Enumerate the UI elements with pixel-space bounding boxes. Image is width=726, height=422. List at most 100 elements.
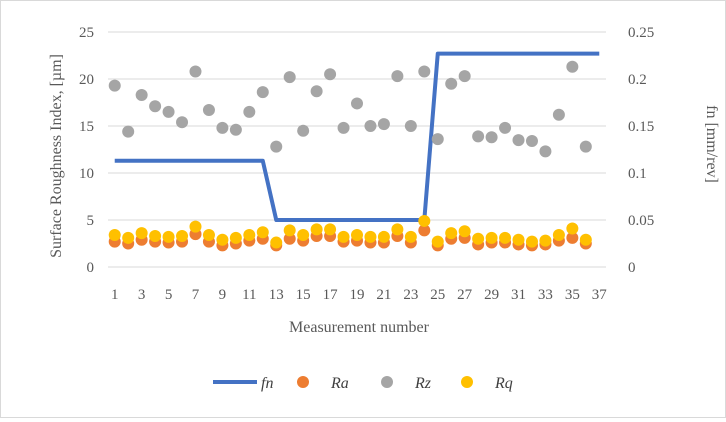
data-point-Rz bbox=[324, 68, 337, 81]
data-point-Ra bbox=[283, 232, 296, 245]
x-tick-label: 5 bbox=[165, 287, 173, 303]
y-tick-label: 0 bbox=[87, 260, 95, 276]
x-tick-label: 23 bbox=[403, 287, 418, 303]
legend-label-Rq: Rq bbox=[494, 375, 513, 392]
x-tick-label: 37 bbox=[592, 287, 608, 303]
x-tick-label: 7 bbox=[192, 287, 200, 303]
data-point-Rq bbox=[566, 222, 579, 235]
data-point-Rz bbox=[525, 135, 538, 148]
data-point-Rz bbox=[256, 86, 269, 99]
data-point-Rq bbox=[418, 214, 431, 227]
y2-tick-label: 0.2 bbox=[628, 72, 647, 88]
gridlines bbox=[108, 31, 606, 268]
x-tick-label: 3 bbox=[138, 287, 146, 303]
data-point-Rq bbox=[310, 223, 323, 236]
x-axis-ticks: 1 3 5 7 9 11 13 15 17 19 21 23 25 27 29 31 33 35 37 bbox=[111, 287, 607, 303]
y2-axis-title: fn [mm/rev] bbox=[703, 105, 720, 183]
data-point-Rq bbox=[122, 231, 135, 244]
data-point-Rz bbox=[485, 131, 498, 144]
data-point-Rq bbox=[499, 231, 512, 244]
data-point-Rz bbox=[364, 120, 377, 132]
data-point-Rq bbox=[256, 226, 269, 239]
y-tick-label: 15 bbox=[79, 119, 94, 135]
data-point-Rq bbox=[472, 232, 485, 245]
data-point-Rz bbox=[176, 116, 189, 129]
series-line-fn bbox=[114, 51, 600, 222]
data-point-Rz bbox=[270, 140, 283, 153]
data-point-Rz bbox=[472, 130, 485, 143]
data-point-Rz bbox=[216, 121, 229, 134]
data-point-Rq bbox=[552, 229, 565, 242]
data-point-Rq bbox=[404, 230, 417, 243]
data-point-Rz bbox=[391, 70, 404, 83]
data-point-Rq bbox=[377, 230, 390, 243]
data-point-Rz bbox=[283, 71, 296, 84]
data-point-Rq bbox=[337, 230, 350, 243]
y-axis-title: Surface Roughness Index, [µm] bbox=[48, 54, 65, 258]
data-point-Rq bbox=[202, 229, 215, 242]
legend-swatch-Rq bbox=[461, 376, 473, 388]
data-point-Rq bbox=[351, 229, 363, 242]
data-point-Rz bbox=[189, 65, 202, 78]
data-point-Rz bbox=[499, 121, 512, 134]
y2-tick-label: 0.05 bbox=[628, 213, 654, 229]
data-point-Rq bbox=[579, 233, 592, 246]
x-tick-label: 15 bbox=[296, 287, 311, 303]
data-point-Rq bbox=[270, 236, 283, 249]
data-point-Rq bbox=[458, 225, 471, 238]
data-point-Rq bbox=[229, 231, 242, 244]
plot-area bbox=[108, 51, 600, 252]
y-tick-label: 10 bbox=[79, 166, 94, 182]
data-point-Rq bbox=[149, 229, 162, 242]
y2-tick-label: 0.25 bbox=[628, 25, 654, 41]
legend-label-Rz: Rz bbox=[414, 375, 432, 392]
data-point-Rz bbox=[149, 100, 162, 113]
data-point-Rq bbox=[243, 229, 256, 242]
data-point-Rq bbox=[324, 223, 337, 236]
x-axis-title: Measurement number bbox=[289, 319, 430, 336]
data-point-Rz bbox=[162, 105, 175, 118]
data-point-Ra bbox=[566, 231, 579, 244]
y-tick-label: 5 bbox=[87, 213, 95, 229]
data-point-Rz bbox=[404, 120, 417, 132]
data-point-Rz bbox=[108, 79, 121, 92]
x-tick-label: 17 bbox=[323, 287, 339, 303]
legend-swatch-Ra bbox=[297, 376, 309, 388]
data-point-Rq bbox=[162, 230, 175, 243]
data-point-Rz bbox=[566, 60, 579, 73]
data-point-Rz bbox=[579, 140, 592, 153]
data-point-Rz bbox=[539, 145, 552, 158]
x-tick-label: 35 bbox=[565, 287, 580, 303]
data-point-Rq bbox=[216, 233, 229, 246]
x-tick-label: 21 bbox=[376, 287, 391, 303]
data-point-Rq bbox=[539, 234, 552, 247]
data-point-Rz bbox=[458, 70, 471, 83]
legend-label-Ra: Ra bbox=[330, 375, 349, 392]
legend-swatch-Rz bbox=[381, 376, 393, 388]
data-point-Rz bbox=[418, 65, 431, 78]
data-point-Rz bbox=[552, 108, 565, 121]
data-point-Rz bbox=[351, 97, 363, 110]
data-point-Rq bbox=[108, 229, 121, 242]
data-point-Rz bbox=[243, 105, 256, 118]
x-tick-label: 25 bbox=[430, 287, 445, 303]
y2-tick-label: 0.15 bbox=[628, 119, 654, 135]
data-point-Rq bbox=[176, 229, 189, 242]
x-tick-label: 1 bbox=[111, 287, 119, 303]
data-point-Rq bbox=[189, 220, 202, 233]
legend: fn Ra Rz Rq bbox=[213, 375, 513, 392]
x-tick-label: 9 bbox=[219, 287, 227, 303]
data-point-Rz bbox=[135, 88, 148, 101]
data-point-Rq bbox=[283, 224, 296, 237]
data-point-Rq bbox=[364, 230, 377, 243]
data-point-Rz bbox=[445, 77, 458, 90]
data-point-Rz bbox=[431, 133, 444, 146]
data-point-Rz bbox=[377, 118, 390, 131]
data-point-Rz bbox=[337, 121, 350, 134]
data-point-Rz bbox=[229, 123, 242, 136]
data-point-Rz bbox=[122, 125, 135, 138]
x-tick-label: 31 bbox=[511, 287, 526, 303]
x-tick-label: 29 bbox=[484, 287, 499, 303]
